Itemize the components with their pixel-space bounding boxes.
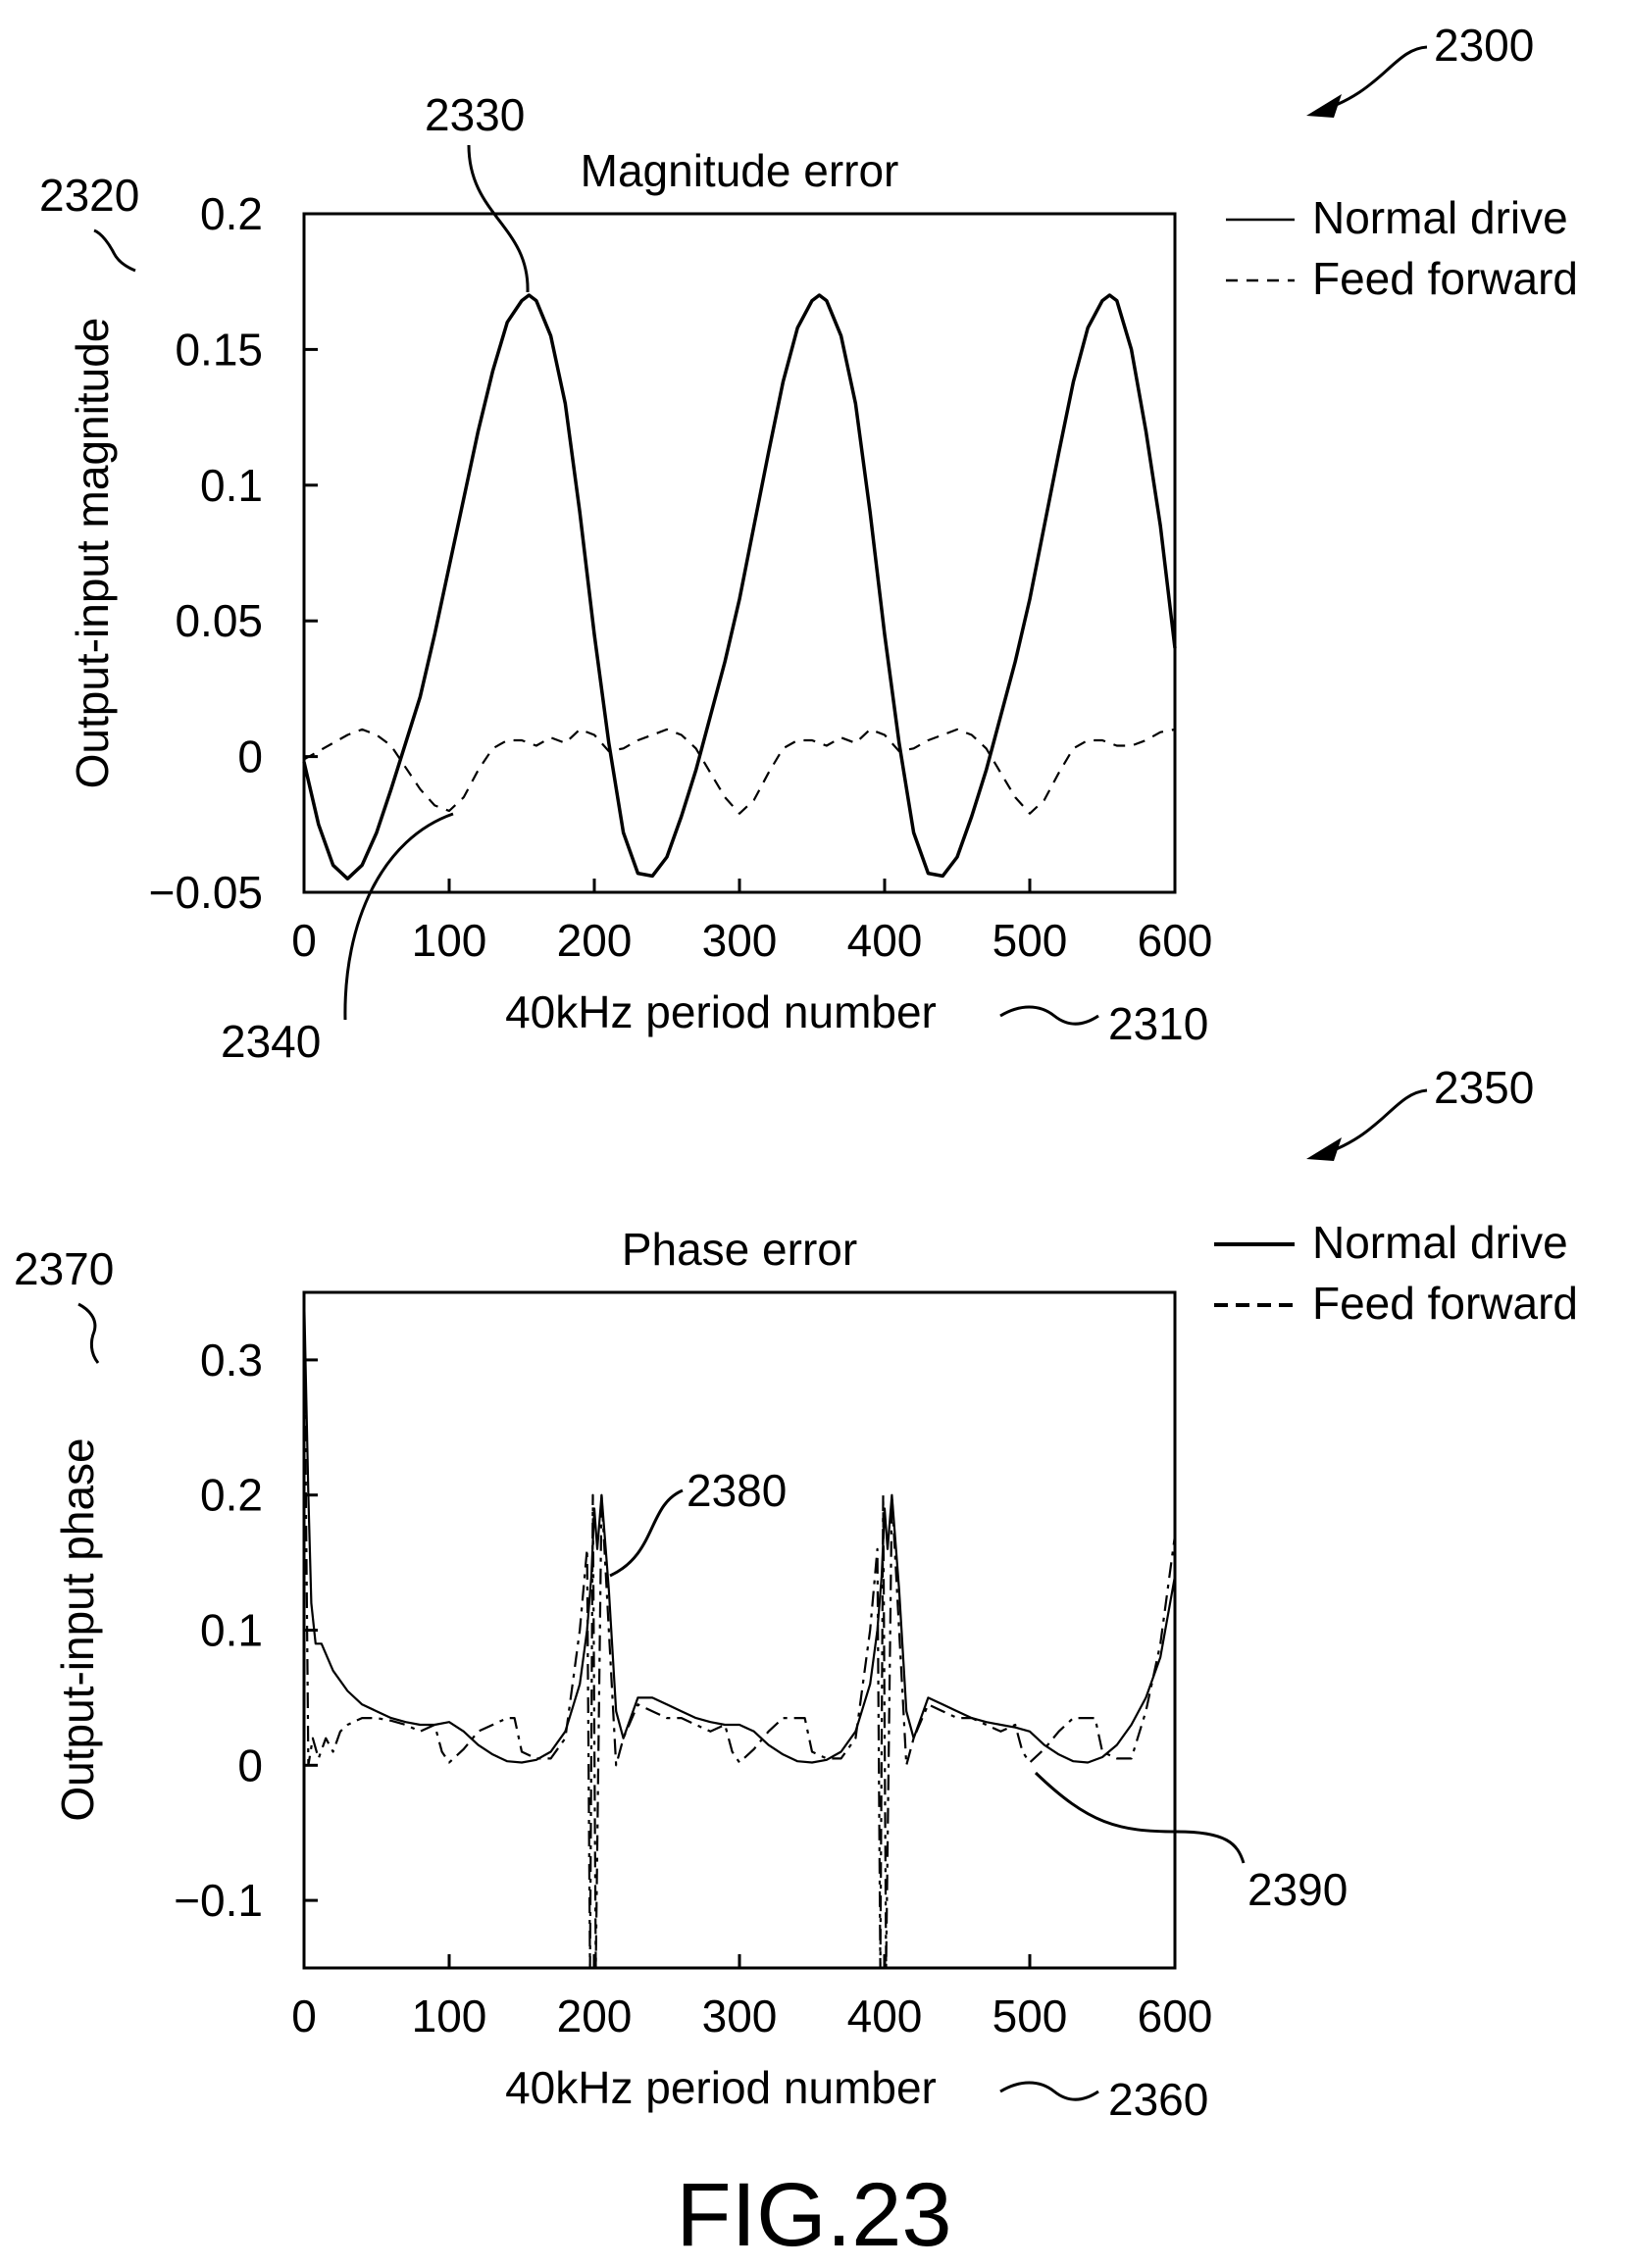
x-tick-label: 400 xyxy=(847,915,923,966)
chart-title-1: Phase error xyxy=(622,1224,857,1275)
legend-label-feed-forward: Feed forward xyxy=(1312,1278,1578,1329)
y-tick-label: 0.2 xyxy=(200,188,263,239)
ref-2330: 2330 xyxy=(425,89,525,140)
x-axis-label-1: 40kHz period number xyxy=(505,2062,937,2113)
ref-2390: 2390 xyxy=(1247,1864,1348,1915)
ref-2350: 2350 xyxy=(1434,1062,1534,1113)
x-tick-label: 200 xyxy=(557,915,633,966)
plot-frame-1 xyxy=(302,1290,1177,1970)
ref-2390-leader xyxy=(1034,1771,1246,1864)
ref-2340-leader xyxy=(343,812,454,1021)
y-tick-label: 0.15 xyxy=(175,324,263,375)
x-tick-label: 100 xyxy=(412,915,487,966)
y-tick-label: −0.1 xyxy=(174,1875,263,1926)
x-tick-label: 600 xyxy=(1138,915,1213,966)
y-tick-label: 0 xyxy=(237,731,263,782)
x-tick-label: 400 xyxy=(847,1991,923,2041)
ref-2320: 2320 xyxy=(39,170,139,221)
x-tick-label: 200 xyxy=(557,1991,633,2041)
x-tick-label: 100 xyxy=(412,1991,487,2041)
x-tick-label: 500 xyxy=(993,1991,1068,2041)
ref-2360: 2360 xyxy=(1108,2074,1208,2125)
series-line-feed-forward xyxy=(303,728,1176,815)
ref-2370-tilde xyxy=(77,1302,100,1364)
series-line-feed-forward xyxy=(302,1291,1177,1970)
y-axis-label-0: Output-input magnitude xyxy=(67,318,118,789)
x-tick-label: 500 xyxy=(993,915,1068,966)
x-tick-label: 300 xyxy=(702,1991,778,2041)
y-tick-label: 0.1 xyxy=(200,1605,263,1656)
x-tick-label: 0 xyxy=(291,915,317,966)
chart-title-0: Magnitude error xyxy=(581,145,899,196)
ref-2370: 2370 xyxy=(14,1243,114,1294)
legend-label-feed-forward: Feed forward xyxy=(1312,253,1578,304)
ref-2350-arrowhead xyxy=(1306,1137,1342,1161)
ref-2310: 2310 xyxy=(1108,998,1208,1049)
legend-label-normal-drive: Normal drive xyxy=(1312,192,1568,243)
series-line-normal-drive xyxy=(302,1291,1177,1764)
ref-2340: 2340 xyxy=(221,1016,321,1067)
x-tick-label: 300 xyxy=(702,915,778,966)
ref-2300: 2300 xyxy=(1434,20,1534,71)
x-tick-label: 600 xyxy=(1138,1991,1213,2041)
ref-2300-arrowhead xyxy=(1306,94,1342,118)
ref-2380-leader xyxy=(609,1488,684,1578)
y-tick-label: 0.1 xyxy=(200,460,263,511)
ref-2380: 2380 xyxy=(687,1465,787,1516)
x-label-tilde-0 xyxy=(999,1005,1099,1026)
plot-frame-0 xyxy=(302,212,1177,894)
x-axis-label-0: 40kHz period number xyxy=(505,986,937,1037)
y-tick-label: −0.05 xyxy=(149,867,263,918)
y-tick-label: 0.05 xyxy=(175,595,263,646)
legend-label-normal-drive: Normal drive xyxy=(1312,1217,1568,1268)
x-tick-label: 0 xyxy=(291,1991,317,2041)
ref-2320-tilde xyxy=(93,228,136,273)
x-label-tilde-1 xyxy=(999,2081,1099,2101)
y-tick-label: 0.2 xyxy=(200,1470,263,1521)
y-tick-label: 0.3 xyxy=(200,1335,263,1386)
series-line-normal-drive xyxy=(302,293,1177,881)
y-tick-label: 0 xyxy=(237,1739,263,1790)
figure-label: FIG.23 xyxy=(676,2165,951,2265)
y-axis-label-1: Output-input phase xyxy=(52,1437,103,1821)
ref-2330-leader xyxy=(467,144,530,293)
